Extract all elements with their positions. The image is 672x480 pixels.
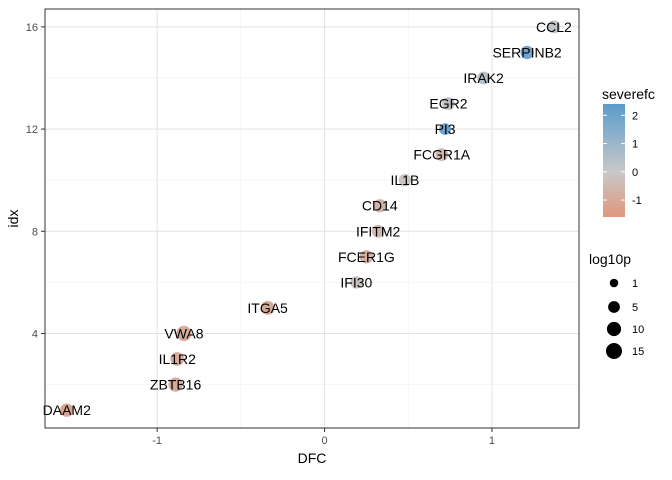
point-label-cd14: CD14 [362,198,398,214]
point-label-il1b: IL1B [390,172,419,188]
data-point-ccl2 [547,20,561,34]
point-label-serpinb2: SERPINB2 [492,44,561,60]
data-point-il1r2 [170,352,185,366]
x-axis-title: DFC [298,450,327,466]
y-axis-title: idx [5,210,21,228]
size-legend-key [608,301,620,313]
size-legend-key [609,278,619,288]
data-points [60,20,561,417]
grid-lines [45,9,579,428]
data-point-egr2 [442,97,455,110]
data-point-pi3 [439,123,451,135]
point-label-daam2: DAAM2 [43,402,91,418]
point-label-pi3: PI3 [435,121,456,137]
data-point-ifitm2 [371,224,385,238]
plot-panel [45,9,579,428]
y-tick-label: 12 [26,124,38,136]
point-label-fcgr1a: FCGR1A [413,147,470,163]
y-tick-label: 4 [32,328,38,340]
panel-background [45,9,579,428]
axes: -1 0 1 4 8 12 16 DFC idx [5,8,580,466]
color-bar-label: 2 [632,110,638,122]
point-label-vwa8: VWA8 [164,325,203,341]
color-bar-label: 1 [632,139,638,151]
panel-border [44,8,580,429]
data-point-irak2 [477,71,490,85]
point-label-ccl2: CCL2 [536,19,572,35]
size-legend-label: 5 [632,302,638,314]
data-point-itga5 [260,301,275,315]
data-point-ifi30 [350,276,363,289]
point-label-fcer1g: FCER1G [338,249,395,265]
point-label-itga5: ITGA5 [247,300,288,316]
size-legend-label: 1 [632,278,638,290]
data-point-daam2 [60,403,74,417]
point-label-il1r2: IL1R2 [159,351,197,367]
color-bar-label: -1 [632,195,642,207]
data-point-cd14 [373,199,387,213]
size-legend-label: 15 [632,346,644,358]
point-label-ifitm2: IFITM2 [356,223,401,239]
point-labels: DAAM2 ZBTB16 IL1R2 VWA8 ITGA5 IFI30 FCER1G IFIT… [43,19,572,418]
x-tick-label: 0 [321,435,327,447]
size-legend-key [606,321,622,337]
data-point-fcer1g [359,250,374,264]
color-bar [603,104,625,217]
size-legend-title: log10p [589,251,631,267]
x-tick-label: 1 [489,435,495,447]
x-tick-label: -1 [152,435,162,447]
point-label-egr2: EGR2 [429,96,467,112]
color-bar-label: 0 [632,167,638,179]
data-point-vwa8 [176,325,192,342]
color-legend-title: severefc [602,86,655,102]
data-point-zbtb16 [168,377,183,392]
point-label-ifi30: IFI30 [340,274,372,290]
data-point-serpinb2 [520,45,534,60]
point-label-irak2: IRAK2 [463,70,504,86]
data-point-il1b [398,174,412,187]
y-tick-label: 16 [26,22,38,34]
point-label-zbtb16: ZBTB16 [150,377,202,393]
data-point-fcgr1a [435,148,449,162]
size-legend-key [606,343,622,359]
size-legend-label: 10 [632,324,644,336]
y-tick-label: 8 [32,226,38,238]
